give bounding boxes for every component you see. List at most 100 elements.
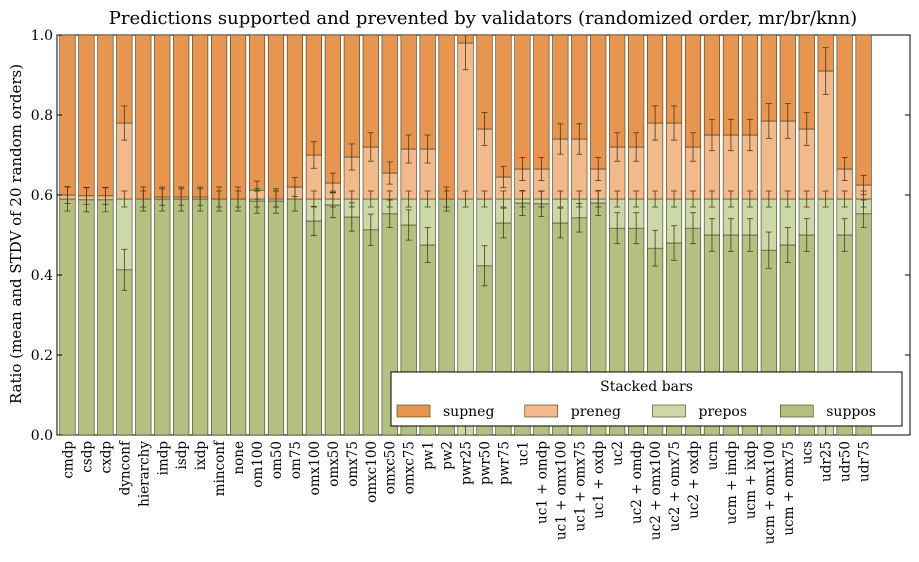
bar-segment-suppos [324,204,341,436]
x-tick-label: uc1 + omdp [534,441,550,524]
bar-segment-supneg [628,34,645,148]
bar-segment-supneg [248,34,266,191]
y-tick-label: 0.2 [31,348,53,364]
bar-none [230,34,247,436]
x-tick-label: udr50 [838,441,854,482]
x-tick-label: ucm + omx75 [781,441,797,536]
bar-ucm-ixdp [741,34,758,436]
bar-udr50 [836,34,853,436]
bar-segment-supneg [173,34,190,198]
bar-segment-supneg [836,34,853,170]
bar-segment-suppos [267,200,285,436]
x-tick-label: udr75 [857,441,873,482]
x-tick-label: none [231,441,247,475]
bar-segment-suppos [97,199,114,436]
x-tick-label: uc1 + omx100 [553,441,569,540]
x-tick-label: ucm + omx100 [762,441,778,544]
bar-segment-supneg [286,34,304,188]
x-tick-label: pwr25 [459,441,475,485]
bar-segment-supneg [267,34,285,200]
x-tick-label: pwr75 [496,441,512,485]
bar-segment-supneg [590,34,607,170]
bar-segment-supneg [59,34,76,196]
bar-om50 [267,34,285,436]
x-tick-label: pw1 [421,441,437,470]
bar-omxc75 [400,34,417,436]
x-tick-label: uc2 [610,441,626,466]
y-tick-label: 0.4 [31,268,53,284]
x-tick-label: uc1 + oxdp [591,441,607,519]
bar-segment-supneg [419,34,436,150]
legend-label-supneg: supneg [443,404,494,420]
y-tick-label: 0.8 [31,108,53,124]
legend-label-prepos: prepos [699,404,748,420]
x-tick-label: ucm + imdp [724,441,740,524]
legend-swatch-supneg [396,404,431,418]
x-tick-label: dynconf [117,440,133,495]
bar-segment-supneg [324,34,341,184]
x-tick-label: ixdp [193,441,209,470]
bar-omx100 [305,34,322,436]
x-tick-label: minconf [212,440,228,496]
bar-segment-suppos [211,198,228,436]
bar-segment-supneg [855,34,872,186]
bar-omxc100 [362,34,379,436]
bar-omx75 [343,34,360,436]
bar-segment-supneg [438,34,455,200]
bar-segment-supneg [400,34,417,150]
x-tick-label: omxc100 [364,441,380,503]
bar-segment-suppos [154,198,171,436]
legend-swatch-suppos [779,404,814,418]
bar-segment-supneg [533,34,550,170]
x-tick-label: omx75 [345,441,361,487]
bar-cmdp [59,34,76,436]
bar-segment-supneg [211,34,228,200]
plot-area: cmdp csdp cxdp dynconf hierarchy imdp isdp ixdp… [31,28,911,544]
y-tick-label: 0.0 [31,428,53,444]
x-tick-label: uc2 + omdp [629,441,645,524]
bar-cxdp [97,34,114,436]
x-tick-label: omx100 [307,441,323,495]
x-tick-label: ucm + ixdp [743,441,759,519]
bar-segment-suppos [248,200,266,436]
x-tick-label: hierarchy [136,441,152,507]
bar-segment-suppos [230,198,247,436]
x-tick-label: uc2 + omx100 [648,441,664,540]
x-tick-label: uc1 [515,441,531,466]
x-tick-label: omxc50 [383,441,399,494]
bar-dynconf [116,34,133,436]
y-tick-label: 1.0 [31,28,53,44]
bar-segment-supneg [343,34,360,158]
legend-swatch-prepos [652,404,686,418]
bar-segment-supneg [154,34,171,198]
bar-ixdp [192,34,209,436]
bar-segment-suppos [305,220,322,436]
bar-segment-supneg [192,34,209,198]
bar-omx50 [324,34,341,436]
bar-hierarchy [135,34,152,436]
x-tick-label: udr25 [819,441,835,482]
bar-segment-suppos [135,198,152,436]
bar-segment-supneg [305,34,322,156]
x-tick-label: ucs [800,441,816,464]
bar-csdp [78,34,95,436]
bar-segment-supneg [514,34,531,170]
bar-segment-supneg [684,34,702,148]
bar-segment-suppos [78,199,95,436]
bar-segment-suppos [343,216,360,436]
x-tick-label: isdp [174,441,190,470]
bar-segment-suppos [116,269,133,436]
bar-segment-supneg [609,34,626,148]
bar-segment-supneg [97,34,114,197]
x-tick-label: uc1 + omx75 [572,441,588,531]
bar-segment-supneg [135,34,152,200]
legend-label-preneg: preneg [571,404,621,420]
x-tick-label: imdp [155,441,171,475]
x-tick-label: om100 [250,441,266,488]
x-tick-label: csdp [79,441,95,473]
x-tick-label: pw2 [440,441,456,470]
chart-title: Predictions supported and prevented by v… [109,8,857,29]
bar-segment-suppos [192,198,209,436]
x-tick-label: om75 [288,441,304,479]
